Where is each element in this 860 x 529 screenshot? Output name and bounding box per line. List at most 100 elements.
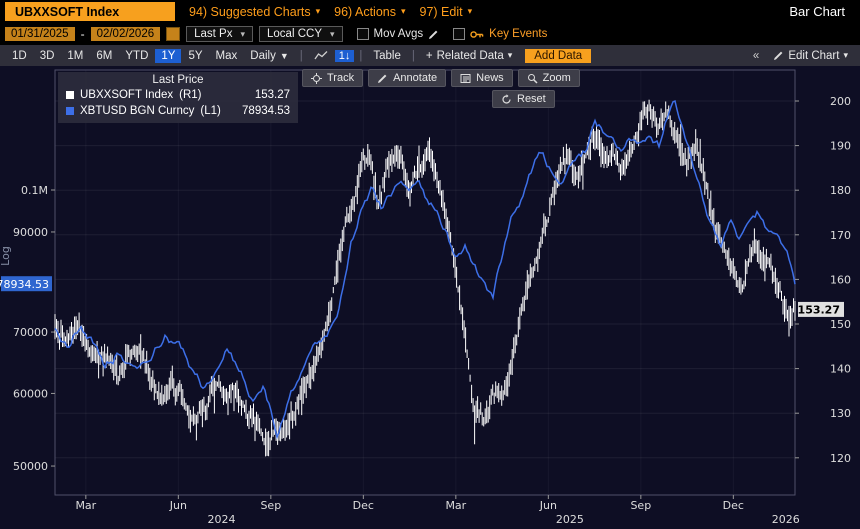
legend-row-xbtusd[interactable]: XBTUSD BGN Curncy (L1) 78934.53	[66, 103, 290, 119]
collapse-panel-icon[interactable]: «	[752, 49, 760, 62]
left-axis-label: 60000	[13, 387, 48, 400]
chevron-down-icon: ▾	[315, 6, 321, 16]
related-data-label: Related Data	[436, 49, 504, 62]
series-last-value: 153.27	[254, 89, 290, 101]
security-ticker[interactable]: UBXXSOFT Index	[5, 2, 175, 21]
toolbar-separator: |	[359, 49, 363, 62]
date-to-field[interactable]: 02/02/2026	[90, 27, 161, 41]
mov-avgs-label: Mov Avgs	[373, 28, 424, 40]
range-tab-ytd[interactable]: YTD	[125, 49, 149, 62]
x-axis-year-label: 2024	[208, 513, 236, 526]
menu-edit[interactable]: 97) Edit ▾	[420, 5, 473, 19]
bar-chart-type-button[interactable]: 1↓	[334, 49, 355, 62]
zoom-button[interactable]: Zoom	[517, 69, 580, 87]
series-axis: (R1)	[179, 89, 202, 101]
table-button[interactable]: Table	[373, 49, 401, 62]
mov-avgs-checkbox[interactable]	[356, 28, 369, 40]
price-chart[interactable]: Mar Jun Sep Dec Mar Jun Sep Dec 2024 2025 2026 0.1M…	[0, 66, 860, 529]
period-value: Daily	[250, 49, 276, 62]
chevron-down-icon: ▾	[467, 6, 473, 16]
x-axis-label: Sep	[630, 499, 651, 512]
menu-suggested-charts[interactable]: 94) Suggested Charts ▾	[189, 5, 320, 19]
menu-label: 96) Actions	[334, 4, 396, 19]
news-label: News	[476, 72, 504, 84]
pencil-icon[interactable]	[428, 29, 439, 40]
calendar-icon[interactable]	[166, 27, 181, 41]
track-label: Track	[327, 72, 355, 84]
right-axis-label: 130	[830, 407, 851, 420]
annotate-button[interactable]: Annotate	[368, 69, 447, 87]
reset-button[interactable]: Reset	[492, 90, 555, 108]
chart-legend: Last Price UBXXSOFT Index (R1) 153.27 XB…	[58, 72, 298, 123]
reset-row: Reset	[492, 90, 555, 108]
reset-label: Reset	[517, 93, 546, 105]
key-events-checkbox[interactable]	[453, 28, 466, 40]
range-tab-6m[interactable]: 6M	[96, 49, 113, 62]
chevron-down-icon: ▾	[400, 6, 406, 16]
range-tab-3d[interactable]: 3D	[39, 49, 55, 62]
pencil-icon	[774, 51, 783, 60]
related-data-button[interactable]: + Related Data ▾	[420, 49, 518, 63]
right-last-value-badge	[798, 301, 844, 317]
x-axis-label: Dec	[723, 499, 744, 512]
x-axis-label: Jun	[169, 499, 187, 512]
range-tab-1y[interactable]: 1Y	[155, 48, 182, 63]
x-axis-label: Dec	[353, 499, 374, 512]
view-title: Bar Chart	[789, 4, 845, 19]
line-chart-type-button[interactable]	[308, 49, 334, 62]
chart-area[interactable]: Mar Jun Sep Dec Mar Jun Sep Dec 2024 2025 2026 0.1M…	[0, 66, 860, 529]
annotate-label: Annotate	[393, 72, 438, 84]
series-name: UBXXSOFT Index	[80, 89, 174, 101]
xbtusd-line-series	[54, 99, 796, 440]
x-axis-year-label: 2025	[556, 513, 584, 526]
left-axis-label: 70000	[13, 326, 48, 339]
right-axis-label: 140	[830, 363, 851, 376]
add-data-button[interactable]: Add Data	[525, 48, 592, 63]
pencil-icon	[378, 74, 387, 83]
x-axis-label: Jun	[539, 499, 557, 512]
chevron-down-icon: ▾	[843, 50, 848, 60]
chart-toolbar-bar: 1D 3D 1M 6M YTD 1Y 5Y Max Daily ▼ | 1↓ |…	[0, 45, 860, 66]
right-last-value-text: 153.27	[798, 303, 840, 316]
period-select[interactable]: Daily ▼	[244, 49, 294, 63]
date-from-field[interactable]: 01/31/2025	[5, 27, 75, 41]
range-tab-1m[interactable]: 1M	[67, 49, 84, 62]
date-range-separator: -	[80, 27, 85, 41]
left-axis-label: 0.1M	[21, 184, 48, 197]
x-axis-year-label: 2026	[772, 513, 800, 526]
key-events-toggle[interactable]: Key Events	[453, 28, 547, 40]
left-axis-label: 90000	[13, 226, 48, 239]
track-button[interactable]: Track	[302, 69, 364, 87]
series-swatch-white	[66, 91, 74, 99]
range-tab-1d[interactable]: 1D	[12, 49, 27, 62]
series-axis: (L1)	[200, 105, 221, 117]
title-bar: UBXXSOFT Index 94) Suggested Charts ▾ 96…	[0, 0, 860, 23]
right-axis-label: 180	[830, 184, 851, 197]
currency-value: Local CCY	[267, 28, 322, 40]
x-axis-label: Mar	[75, 499, 96, 512]
chevron-down-icon: ▾	[240, 28, 246, 39]
mov-avgs-toggle[interactable]: Mov Avgs	[356, 28, 440, 40]
edit-chart-button[interactable]: Edit Chart ▾	[767, 49, 854, 63]
price-field-select[interactable]: Last Px ▾	[186, 26, 254, 42]
menu-label: 97) Edit	[419, 4, 463, 19]
chevron-down-icon: ▾	[507, 50, 513, 60]
toolbar-separator: |	[411, 49, 415, 62]
range-tab-max[interactable]: Max	[215, 49, 238, 62]
edit-chart-label: Edit Chart	[788, 49, 840, 62]
menu-actions[interactable]: 96) Actions ▾	[334, 5, 405, 19]
key-events-label: Key Events	[489, 28, 548, 40]
log-scale-label: Log	[0, 246, 12, 266]
right-axis-label: 170	[830, 229, 851, 242]
ubxxsoft-bar-series	[54, 99, 796, 457]
news-icon	[460, 73, 471, 83]
currency-select[interactable]: Local CCY ▾	[259, 26, 343, 42]
chevron-down-icon: ▼	[279, 50, 289, 61]
chevron-down-icon: ▾	[329, 28, 335, 39]
zoom-label: Zoom	[542, 72, 571, 84]
range-tab-5y[interactable]: 5Y	[188, 49, 203, 62]
right-axis-label: 160	[830, 273, 851, 286]
legend-row-ubxxsoft[interactable]: UBXXSOFT Index (R1) 153.27	[66, 87, 290, 103]
news-button[interactable]: News	[451, 69, 513, 87]
right-axis-label: 200	[830, 95, 851, 108]
